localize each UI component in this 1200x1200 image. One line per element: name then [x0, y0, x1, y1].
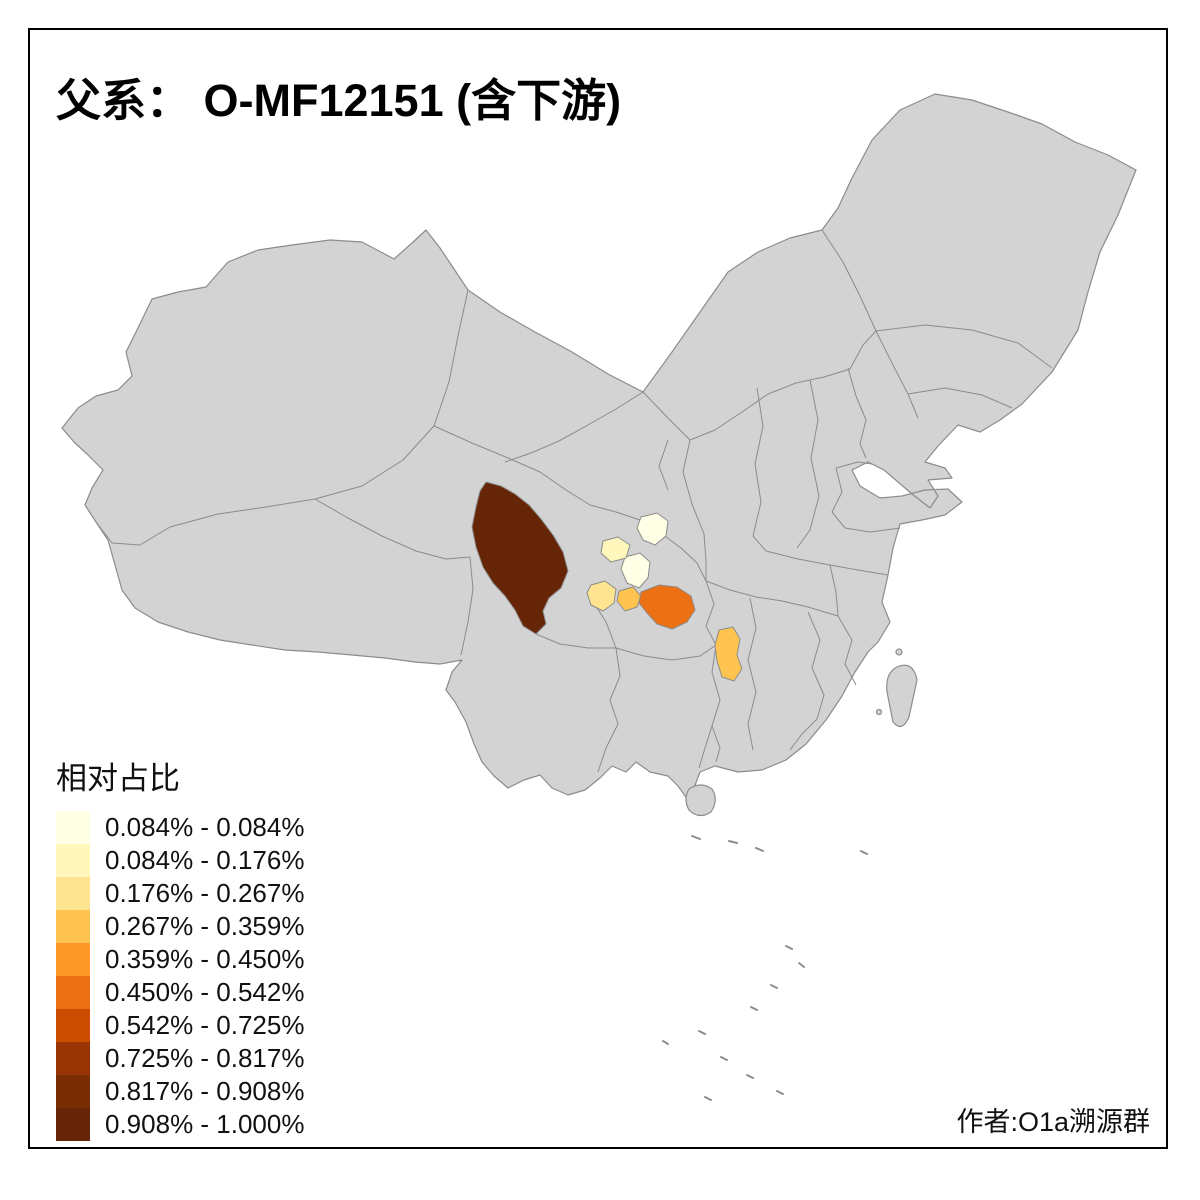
- legend-item: 0.359% - 0.450%: [56, 943, 304, 976]
- legend-label: 0.542% - 0.725%: [105, 1010, 305, 1040]
- legend: 相对占比 0.084% - 0.084% 0.084% - 0.176% 0.1…: [56, 753, 304, 1141]
- taiwan-island: [886, 664, 918, 728]
- province-border: [597, 647, 621, 773]
- province-border: [595, 605, 617, 649]
- china-choropleth-map: [61, 93, 1137, 1101]
- region-bin-1: [636, 512, 669, 546]
- legend-item: 0.176% - 0.267%: [56, 877, 304, 910]
- province-border: [698, 725, 713, 769]
- province-border: [460, 556, 474, 656]
- legend-swatch: [56, 877, 90, 910]
- legend-swatch: [56, 910, 90, 943]
- legend-label: 0.450% - 0.542%: [105, 977, 305, 1007]
- legend-swatch: [56, 976, 90, 1009]
- legend-swatch: [56, 1075, 90, 1108]
- province-border: [504, 391, 644, 463]
- penghu-island: [875, 708, 883, 716]
- province-border: [907, 387, 1013, 409]
- legend-label: 0.084% - 0.084%: [105, 812, 305, 842]
- province-border: [789, 718, 818, 751]
- province-border: [705, 580, 839, 617]
- legend-swatch: [56, 943, 90, 976]
- province-border: [847, 367, 867, 459]
- province-border: [831, 467, 901, 533]
- legend-label: 0.908% - 1.000%: [105, 1109, 305, 1139]
- legend-item: 0.084% - 0.084%: [56, 811, 304, 844]
- legend-label: 0.267% - 0.359%: [105, 911, 305, 941]
- choropleth-regions: [471, 481, 743, 682]
- legend-item: 0.084% - 0.176%: [56, 844, 304, 877]
- region-bin-2: [600, 536, 631, 563]
- province-border: [711, 644, 721, 763]
- province-border: [796, 379, 820, 549]
- legend-item: 0.725% - 0.817%: [56, 1042, 304, 1075]
- legend-swatch: [56, 844, 90, 877]
- mainland-outline: [61, 93, 1137, 801]
- legend-swatch: [56, 1009, 90, 1042]
- province-border: [535, 633, 616, 649]
- legend-item: 0.908% - 1.000%: [56, 1108, 304, 1141]
- province-border: [615, 644, 717, 661]
- legend-label: 0.084% - 0.176%: [105, 845, 305, 875]
- province-border: [752, 387, 767, 552]
- province-border: [747, 597, 757, 751]
- legend-swatch: [56, 811, 90, 844]
- land-group: [61, 93, 1137, 1101]
- south-china-sea-islands: [662, 835, 868, 1101]
- region-bin-10: [471, 481, 569, 635]
- legend-item: 0.267% - 0.359%: [56, 910, 304, 943]
- province-border: [837, 615, 857, 686]
- province-border: [642, 330, 877, 441]
- region-bin-3: [586, 580, 617, 612]
- legend-label: 0.725% - 0.817%: [105, 1043, 305, 1073]
- region-bin-6: [638, 584, 696, 630]
- legend-item: 0.542% - 0.725%: [56, 1009, 304, 1042]
- region-bin-4: [714, 626, 743, 682]
- province-border: [875, 324, 1053, 369]
- province-border: [705, 580, 717, 646]
- page-title: 父系： O-MF12151 (含下游): [56, 75, 622, 126]
- province-border: [658, 439, 669, 491]
- legend-label: 0.176% - 0.267%: [105, 878, 305, 908]
- plot-frame: 父系： O-MF12151 (含下游) 相对占比 0.084% - 0.084%…: [28, 28, 1168, 1149]
- legend-title: 相对占比: [56, 761, 180, 796]
- province-border: [829, 564, 839, 617]
- legend-label: 0.817% - 0.908%: [105, 1076, 305, 1106]
- legend-swatch: [56, 1042, 90, 1075]
- legend-item: 0.450% - 0.542%: [56, 976, 304, 1009]
- zhoushan-island: [895, 648, 903, 656]
- province-border: [682, 439, 707, 581]
- province-borders: [95, 229, 1053, 773]
- attribution-text: 作者:O1a溯源群: [956, 1107, 1150, 1137]
- province-border: [314, 498, 471, 560]
- hainan-island: [685, 784, 716, 817]
- legend-swatch: [56, 1108, 90, 1141]
- province-border: [835, 461, 873, 469]
- legend-label: 0.359% - 0.450%: [105, 944, 305, 974]
- province-border: [807, 611, 825, 720]
- region-bin-1: [620, 552, 651, 589]
- region-bin-4: [616, 586, 642, 612]
- legend-item: 0.817% - 0.908%: [56, 1075, 304, 1108]
- province-border: [433, 425, 591, 506]
